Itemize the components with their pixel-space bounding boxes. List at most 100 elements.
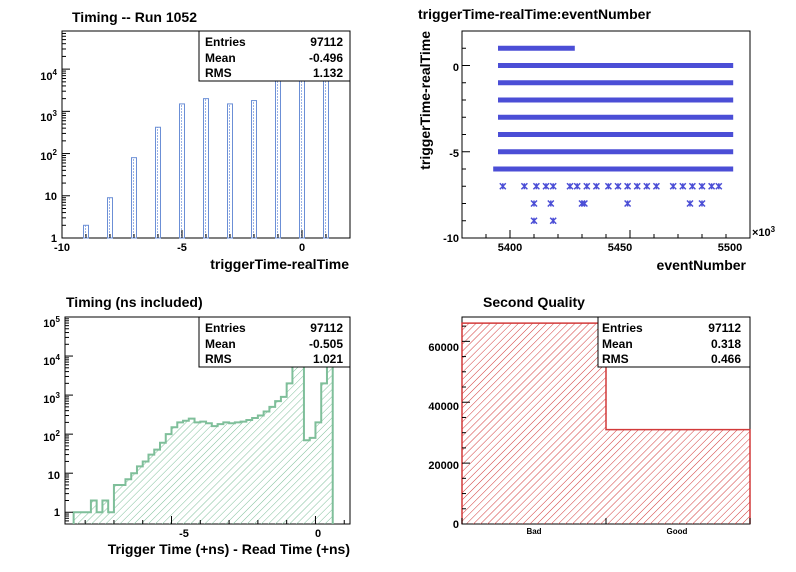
quality-title: Second Quality: [483, 294, 585, 310]
timing-xtick: 0: [299, 242, 305, 254]
stat-label: RMS: [602, 352, 629, 366]
timing-ns-ytick: 105: [43, 315, 60, 330]
scatter-band: [498, 149, 734, 155]
scatter-point: [669, 182, 677, 190]
scatter-band: [493, 166, 734, 172]
scatter-xtick: 5450: [608, 242, 632, 254]
stat-label: Entries: [205, 321, 246, 335]
scatter-band: [498, 45, 575, 51]
timing-ns-ytick: 1: [54, 507, 60, 519]
stat-value: 1.132: [313, 66, 343, 80]
scatter-x-exponent: ×103: [752, 225, 776, 239]
quality-category-label: Good: [667, 527, 688, 536]
scatter-point: [604, 182, 612, 190]
scatter-point: [643, 182, 651, 190]
scatter-point: [698, 199, 706, 208]
scatter-ylabel: triggerTime-realTime: [417, 31, 433, 170]
timing-xtick: -10: [54, 242, 70, 254]
timing-ns-ytick: 104: [43, 353, 60, 368]
scatter-ytick: -5: [449, 148, 459, 160]
scatter-point: [633, 182, 641, 190]
quality-ytick: 20000: [428, 460, 459, 472]
scatter-point: [592, 182, 600, 190]
scatter-band: [498, 80, 734, 86]
timing-bar: [203, 98, 209, 239]
timing-ns-xtick: 0: [315, 528, 321, 540]
timing-ns-stats-box: Entries Mean RMS 97112 -0.505 1.021: [198, 316, 351, 368]
timing-bar: [131, 157, 137, 239]
stat-label: Mean: [602, 337, 633, 351]
scatter-point: [566, 182, 574, 190]
stat-value: 97112: [310, 35, 343, 49]
stat-label: Entries: [205, 35, 246, 49]
scatter-point: [698, 182, 706, 190]
quality-stats-box: Entries Mean RMS 97112 0.318 0.466: [597, 316, 751, 368]
scatter-point: [549, 217, 557, 225]
stat-value: 1.021: [313, 352, 343, 366]
scatter-point: [547, 199, 555, 208]
scatter-xtick: 5500: [718, 242, 742, 254]
timing-ns-histogram: [72, 324, 334, 524]
stat-value: 0.466: [711, 352, 741, 366]
panel-timing: Timing -- Run 1052 -10 -5 0 1 10 102 103…: [40, 9, 351, 272]
quality-axis-ticks: [461, 325, 751, 525]
scatter-point: [542, 182, 550, 190]
timing-bar: [227, 103, 233, 239]
scatter-point: [679, 182, 687, 190]
timing-xtick: -5: [177, 242, 187, 254]
timing-ytick: 104: [40, 68, 57, 83]
timing-ns-ytick: 102: [43, 429, 60, 444]
stat-value: 97112: [310, 321, 343, 335]
timing-ns-axis-ticks: [65, 316, 345, 525]
panel-scatter: triggerTime-realTime:eventNumber 5400 54…: [417, 6, 776, 273]
stat-value: 0.318: [711, 337, 741, 351]
scatter-band: [498, 132, 734, 137]
timing-axis-ticks: [61, 30, 351, 239]
scatter-title: triggerTime-realTime:eventNumber: [418, 6, 651, 22]
scatter-point: [573, 182, 581, 190]
timing-ytick: 10: [45, 191, 57, 203]
timing-ns-fill: [73, 325, 333, 524]
scatter-point: [499, 182, 507, 190]
scatter-point: [715, 182, 723, 190]
timing-bar: [107, 197, 113, 239]
timing-bar: [155, 126, 161, 239]
quality-bar: [606, 429, 750, 524]
timing-bar: [179, 103, 185, 239]
panel-quality: Second Quality 0 20000 40000 60000 Bad G…: [428, 294, 751, 536]
scatter-point: [686, 199, 694, 208]
scatter-band: [498, 114, 734, 120]
scatter-band: [498, 63, 734, 68]
timing-bar: [275, 70, 281, 239]
scatter-axis-ticks: [462, 30, 751, 239]
timing-ns-xlabel: Trigger Time (+ns) - Read Time (+ns): [108, 541, 350, 557]
stat-label: Mean: [205, 337, 236, 351]
timing-ns-ytick: 103: [43, 391, 60, 406]
scatter-point: [530, 199, 538, 208]
scatter-point: [520, 182, 528, 190]
timing-xlabel: triggerTime-realTime: [210, 256, 349, 272]
timing-bar: [251, 100, 257, 239]
quality-bar: [462, 323, 606, 524]
scatter-ytick: 0: [453, 62, 459, 74]
panel-timing-ns: Timing (ns included) -5 0 1 10 102 103 1…: [43, 294, 351, 557]
stat-label: Mean: [205, 51, 236, 65]
stat-label: RMS: [205, 352, 232, 366]
scatter-point: [583, 182, 591, 190]
scatter-point: [532, 182, 540, 190]
stat-label: Entries: [602, 321, 643, 335]
scatter-point: [549, 182, 557, 190]
quality-ytick: 60000: [428, 342, 459, 354]
scatter-point: [688, 182, 696, 190]
scatter-xlabel: eventNumber: [657, 257, 747, 273]
scatter-point: [624, 182, 632, 190]
timing-ns-line: [72, 324, 334, 524]
timing-stats-box: Entries Mean RMS 97112 -0.496 1.132: [198, 30, 351, 82]
scatter-point: [708, 182, 716, 190]
quality-ytick: 40000: [428, 401, 459, 413]
scatter-point: [652, 182, 660, 190]
scatter-xtick: 5400: [498, 242, 522, 254]
scatter-marks: [493, 45, 734, 225]
stat-value: -0.505: [309, 337, 343, 351]
